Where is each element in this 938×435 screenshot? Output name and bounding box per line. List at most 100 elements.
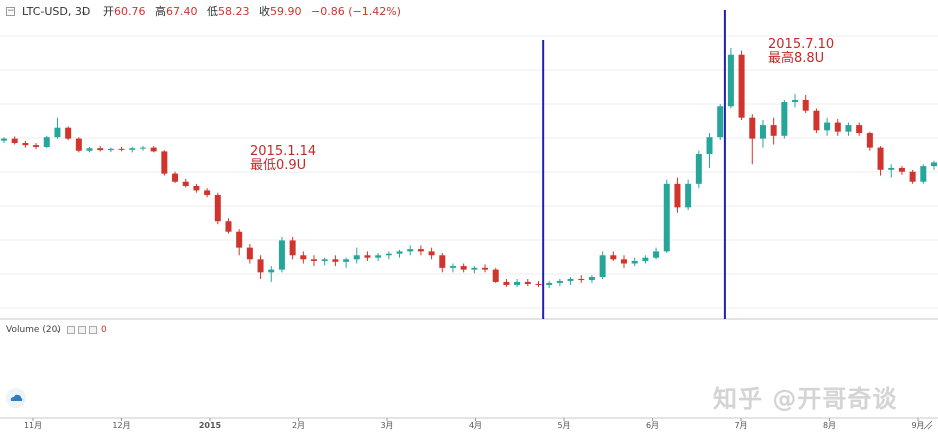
candle[interactable] (588, 275, 595, 283)
candle[interactable] (11, 136, 18, 145)
chevron-down-icon[interactable]: ⌄ (80, 7, 88, 17)
eye-icon[interactable] (67, 326, 75, 334)
candle[interactable] (471, 266, 478, 274)
candle[interactable] (289, 237, 296, 260)
candle[interactable] (706, 133, 713, 168)
candle[interactable] (931, 160, 937, 170)
candle[interactable] (214, 192, 221, 225)
candle[interactable] (685, 179, 692, 211)
candle[interactable] (161, 150, 168, 176)
candle[interactable] (257, 255, 264, 279)
symbol-label[interactable]: LTC-USD, 3D (22, 5, 91, 18)
candle[interactable] (599, 251, 606, 279)
candle[interactable] (674, 177, 681, 213)
volume-label[interactable]: Volume (20) (6, 325, 61, 335)
candle[interactable] (727, 48, 734, 109)
candle[interactable] (364, 251, 371, 261)
candle[interactable] (332, 255, 339, 267)
candle[interactable] (385, 251, 392, 260)
candle[interactable] (492, 267, 499, 283)
candle[interactable] (845, 122, 852, 136)
candle[interactable] (246, 243, 253, 264)
resize-handle-icon[interactable] (922, 416, 934, 430)
candle[interactable] (834, 118, 841, 136)
candle[interactable] (353, 247, 360, 264)
candle[interactable] (150, 146, 157, 153)
candle[interactable] (204, 188, 211, 198)
candles[interactable] (1, 48, 937, 289)
candle[interactable] (653, 247, 660, 260)
candle[interactable] (86, 146, 93, 153)
candle[interactable] (866, 131, 873, 151)
candle[interactable] (300, 251, 307, 264)
candle[interactable] (139, 146, 146, 151)
candle[interactable] (22, 140, 29, 148)
candle[interactable] (268, 266, 275, 282)
candle[interactable] (888, 164, 895, 178)
candle[interactable] (236, 229, 243, 256)
candle[interactable] (343, 257, 350, 268)
candle[interactable] (770, 117, 777, 145)
candle[interactable] (749, 114, 756, 165)
candle[interactable] (172, 171, 179, 183)
candle[interactable] (695, 150, 702, 189)
candle[interactable] (546, 280, 553, 289)
candle[interactable] (642, 255, 649, 264)
candle[interactable] (856, 122, 863, 136)
candle[interactable] (877, 146, 884, 176)
candle[interactable] (321, 257, 328, 266)
candle[interactable] (514, 278, 521, 288)
candle[interactable] (460, 263, 467, 273)
candle[interactable] (631, 257, 638, 267)
candle[interactable] (503, 278, 510, 288)
candle[interactable] (225, 218, 232, 234)
candle[interactable] (428, 247, 435, 260)
candle[interactable] (439, 252, 446, 273)
candle[interactable] (449, 263, 456, 273)
candle[interactable] (898, 166, 905, 175)
candle[interactable] (118, 146, 125, 152)
candle[interactable] (663, 179, 670, 253)
candle[interactable] (621, 255, 627, 268)
chevron-down-icon[interactable]: ⌄ (55, 325, 62, 334)
candle[interactable] (33, 143, 40, 150)
candle[interactable] (738, 50, 745, 121)
candle[interactable] (396, 249, 403, 258)
close-icon[interactable] (89, 326, 97, 334)
candle[interactable] (824, 117, 831, 136)
candle[interactable] (759, 120, 766, 148)
candle[interactable] (802, 94, 809, 113)
candle[interactable] (578, 275, 585, 283)
candle[interactable] (781, 99, 788, 139)
candle[interactable] (129, 146, 136, 153)
candle[interactable] (278, 237, 285, 273)
candle[interactable] (535, 280, 542, 288)
candle[interactable] (813, 108, 820, 134)
candle[interactable] (417, 245, 424, 256)
candle[interactable] (54, 117, 61, 139)
candle[interactable] (65, 126, 72, 141)
collapse-icon[interactable]: − (6, 6, 15, 16)
candle[interactable] (1, 137, 7, 144)
candle[interactable] (193, 183, 200, 193)
candle[interactable] (556, 278, 563, 287)
cloud-logo-icon[interactable] (6, 388, 26, 408)
candle[interactable] (311, 255, 317, 267)
candle[interactable] (75, 137, 82, 153)
candle[interactable] (610, 251, 617, 261)
candle[interactable] (524, 278, 531, 287)
candle[interactable] (107, 147, 114, 153)
candle[interactable] (375, 252, 382, 261)
settings-icon[interactable] (78, 326, 86, 334)
candle[interactable] (792, 93, 799, 108)
candle[interactable] (482, 264, 489, 273)
candle[interactable] (909, 169, 916, 184)
candle[interactable] (97, 146, 104, 152)
candle[interactable] (920, 164, 927, 184)
candle[interactable] (182, 178, 189, 188)
candle[interactable] (717, 104, 724, 141)
candle[interactable] (567, 277, 574, 285)
candle[interactable] (407, 245, 414, 256)
candle[interactable] (43, 135, 50, 149)
